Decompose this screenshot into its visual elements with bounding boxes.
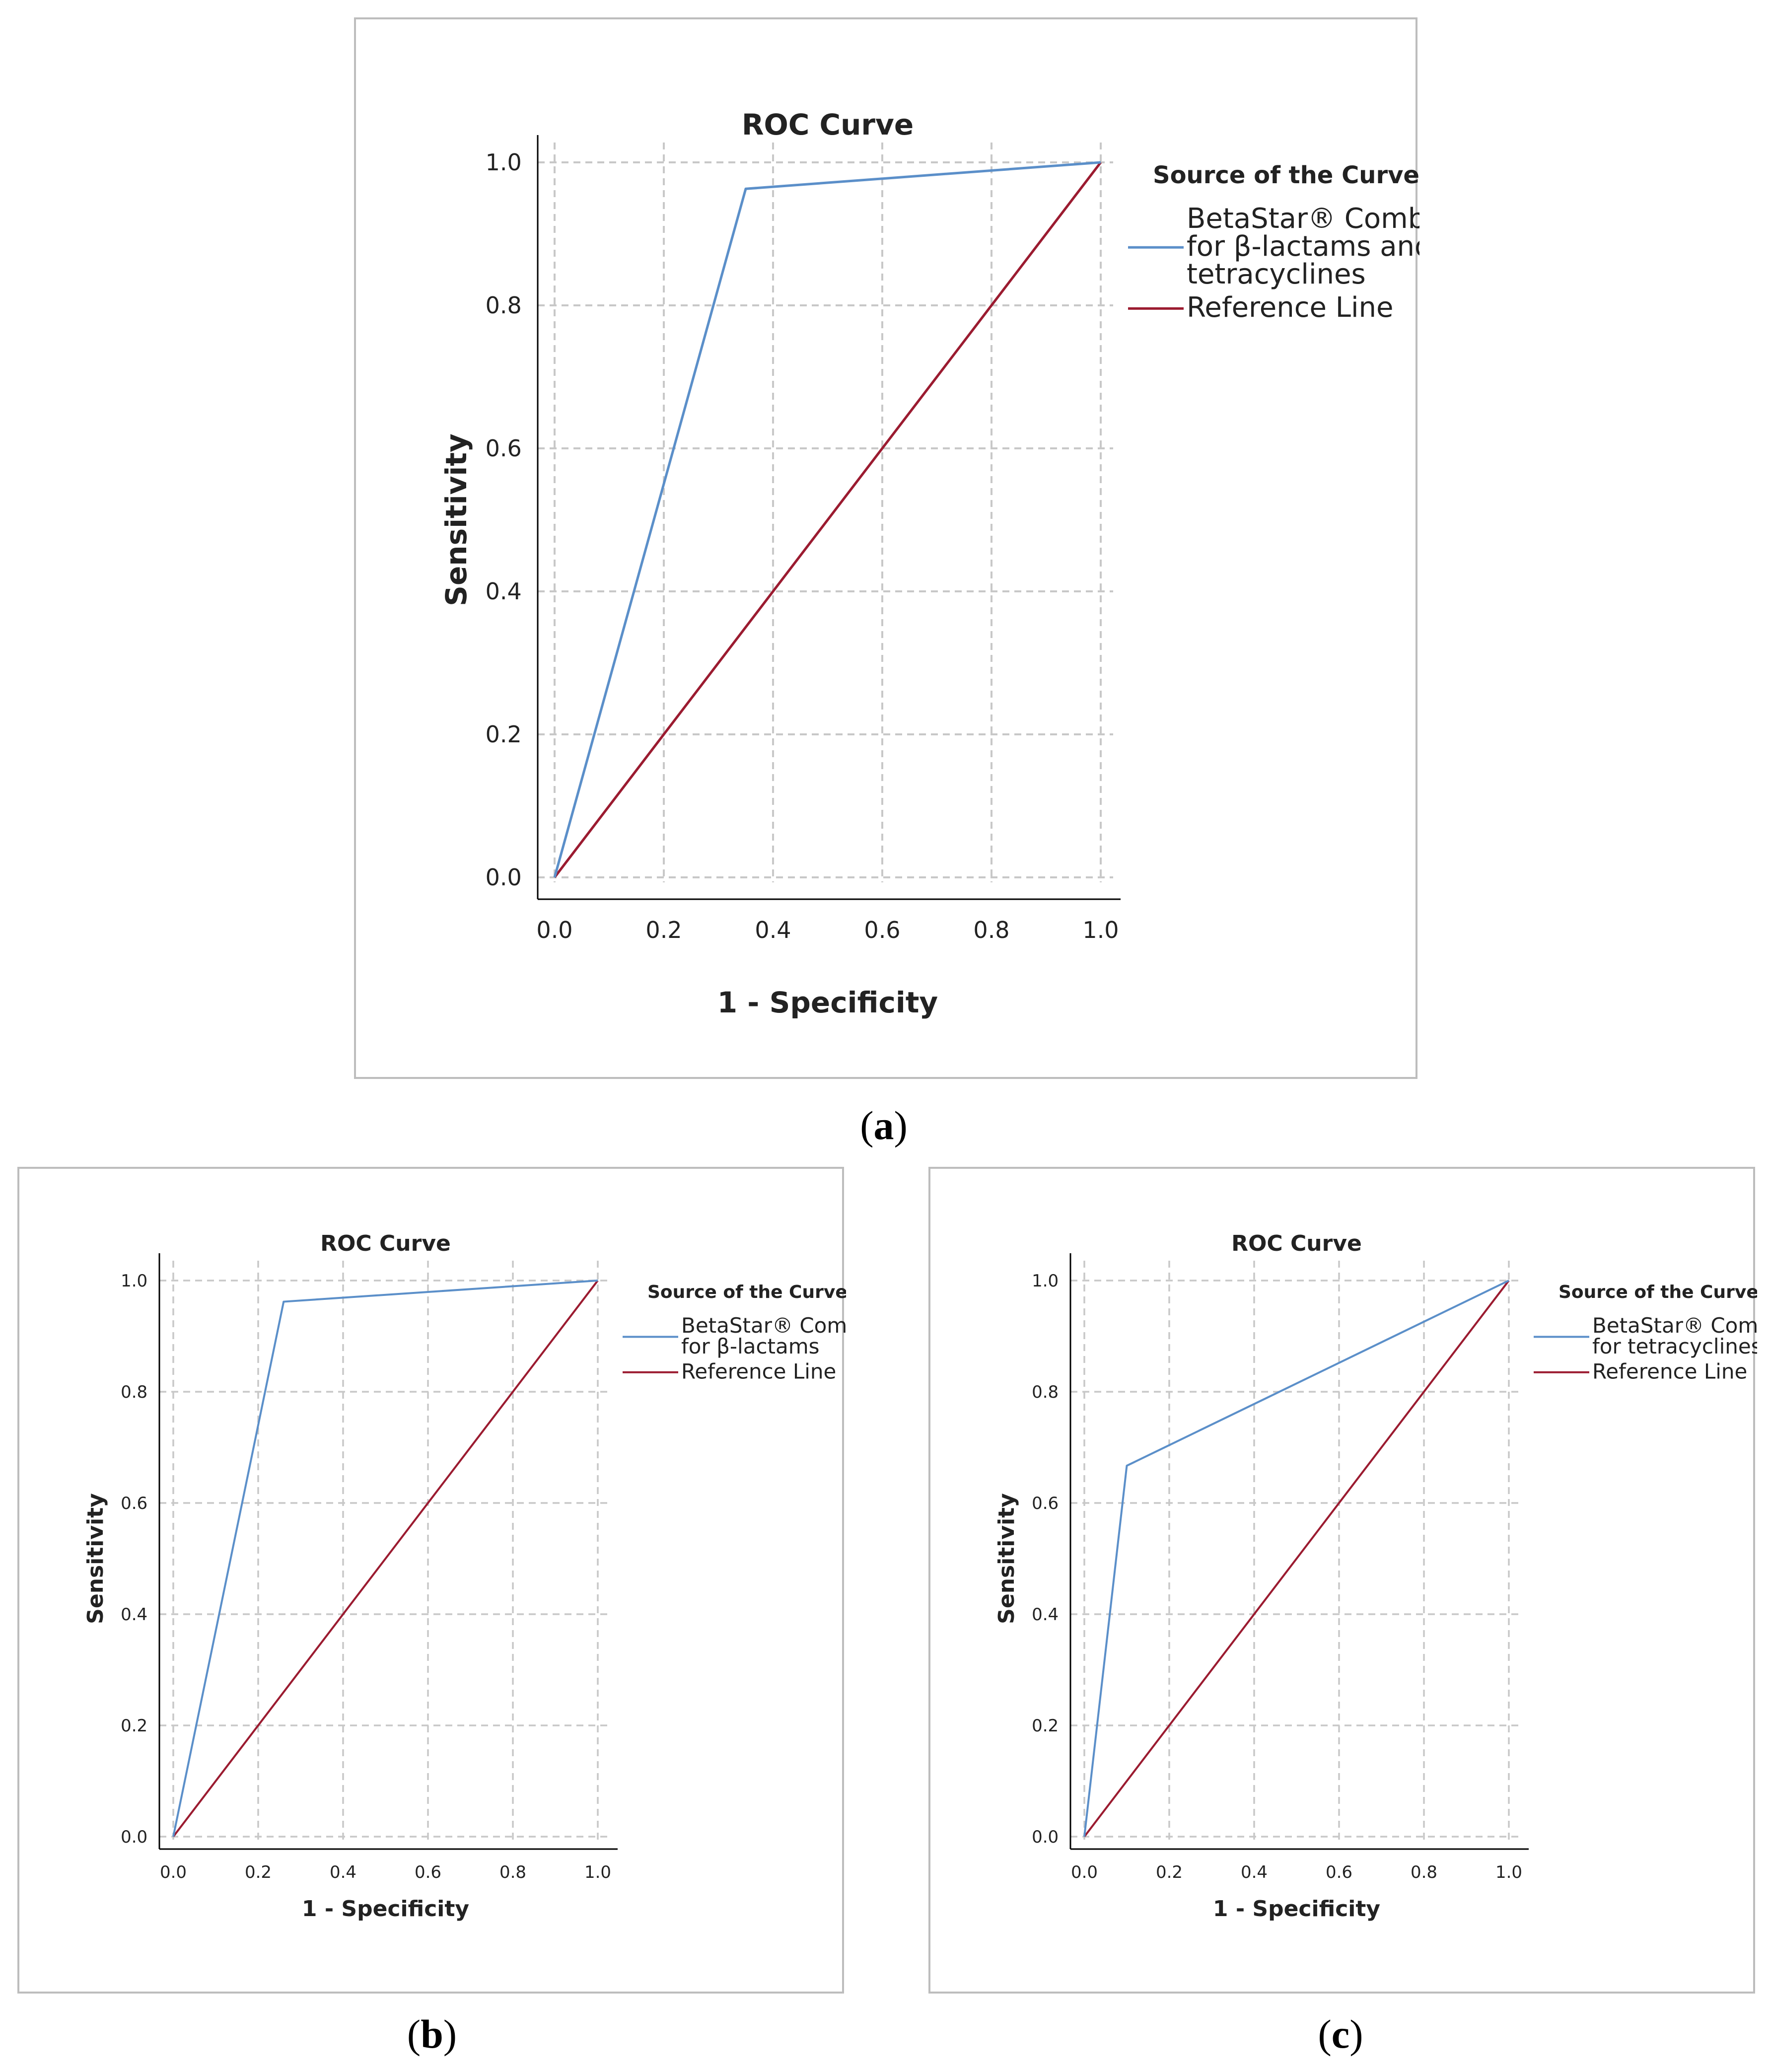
y-tick-label: 0.8 <box>121 1382 147 1402</box>
y-axis-label: Sensitivity <box>83 1493 108 1624</box>
legend-label: for tetracyclines <box>1592 1334 1757 1358</box>
y-tick-label: 0.0 <box>1032 1827 1059 1847</box>
y-tick-label: 0.2 <box>1032 1716 1059 1736</box>
roc-chart-a: 0.0 0.2 0.4 0.6 0.8 1.0 0.0 0.2 0.4 0.6 0.8 1.0 ROC … <box>439 108 1419 1019</box>
y-tick-label: 0.6 <box>121 1494 147 1513</box>
x-tick-label: 0.2 <box>645 917 682 943</box>
legend-title: Source of the Curve <box>1558 1282 1757 1302</box>
legend-title: Source of the Curve <box>1153 161 1419 189</box>
x-tick-label: 0.8 <box>973 917 1009 943</box>
y-tick-label: 0.4 <box>121 1605 147 1625</box>
y-tick-label: 0.6 <box>486 435 522 462</box>
roc-chart-b: 0.0 0.2 0.4 0.6 0.8 1.0 0.0 0.2 0.4 0.6 0.8 1.0 ROC … <box>83 1231 846 1922</box>
reference-line <box>172 1280 599 1838</box>
x-tick-label: 0.2 <box>1156 1862 1183 1882</box>
y-tick-label: 1.0 <box>1032 1271 1059 1291</box>
reference-line <box>1083 1280 1510 1838</box>
x-tick-label: 0.8 <box>499 1862 526 1882</box>
x-tick-label: 1.0 <box>584 1862 611 1882</box>
y-tick-label: 0.0 <box>121 1827 147 1847</box>
x-tick-label: 0.0 <box>1071 1862 1098 1882</box>
x-tick-label: 0.0 <box>160 1862 187 1882</box>
legend-label: Reference Line <box>1187 291 1394 324</box>
y-tick-label: 1.0 <box>121 1271 147 1291</box>
roc-chart-c: 0.0 0.2 0.4 0.6 0.8 1.0 0.0 0.2 0.4 0.6 0.8 1.0 ROC … <box>994 1231 1757 1922</box>
roc-curve-line <box>1083 1280 1509 1837</box>
y-tick-label: 0.8 <box>486 292 522 319</box>
legend-label: BetaStar® Combo <box>1592 1313 1757 1338</box>
chart-panel-c: 0.0 0.2 0.4 0.6 0.8 1.0 0.0 0.2 0.4 0.6 0.8 1.0 ROC … <box>928 1167 1757 1994</box>
y-tick-label: 0.8 <box>1032 1382 1059 1402</box>
y-tick-label: 0.2 <box>486 721 522 748</box>
caption-b: (b) <box>407 2011 457 2057</box>
x-tick-label: 1.0 <box>1082 917 1119 943</box>
legend-label: tetracyclines <box>1187 258 1366 290</box>
y-axis-label: Sensitivity <box>994 1493 1019 1624</box>
roc-curve-line <box>172 1280 598 1837</box>
y-tick-label: 0.4 <box>1032 1605 1059 1625</box>
x-tick-label: 0.6 <box>864 917 900 943</box>
y-axis-label: Sensitivity <box>439 433 473 606</box>
chart-title: ROC Curve <box>742 108 914 142</box>
caption-b-letter: b <box>421 2011 443 2057</box>
y-tick-label: 1.0 <box>486 149 522 176</box>
x-tick-label: 0.6 <box>415 1862 441 1882</box>
caption-c: (c) <box>1318 2011 1363 2057</box>
legend-label: BetaStar® Combo <box>681 1313 846 1338</box>
legend-title: Source of the Curve <box>647 1282 846 1302</box>
reference-line <box>554 161 1102 878</box>
legend-label: Reference Line <box>681 1359 836 1383</box>
x-tick-label: 0.6 <box>1326 1862 1352 1882</box>
caption-a-letter: a <box>873 1103 894 1148</box>
x-tick-label: 0.4 <box>1241 1862 1268 1882</box>
x-tick-label: 0.8 <box>1411 1862 1437 1882</box>
chart-title: ROC Curve <box>320 1231 451 1256</box>
x-tick-label: 0.0 <box>536 917 572 943</box>
x-tick-label: 0.4 <box>330 1862 356 1882</box>
y-tick-label: 0.2 <box>121 1716 147 1736</box>
chart-panel-a: 0.0 0.2 0.4 0.6 0.8 1.0 0.0 0.2 0.4 0.6 0.8 1.0 ROC … <box>354 17 1419 1079</box>
y-tick-label: 0.6 <box>1032 1494 1059 1513</box>
legend-label: for β-lactams and <box>1187 230 1419 263</box>
x-tick-label: 0.2 <box>245 1862 272 1882</box>
x-axis-label: 1 - Specificity <box>717 986 938 1019</box>
x-tick-label: 1.0 <box>1495 1862 1522 1882</box>
chart-panel-b: 0.0 0.2 0.4 0.6 0.8 1.0 0.0 0.2 0.4 0.6 0.8 1.0 ROC … <box>17 1167 846 1994</box>
legend-label: for β-lactams <box>681 1334 820 1358</box>
x-tick-label: 0.4 <box>755 917 791 943</box>
caption-c-letter: c <box>1331 2011 1350 2057</box>
y-tick-label: 0.4 <box>486 578 522 605</box>
y-tick-label: 0.0 <box>486 864 522 891</box>
legend-label: Reference Line <box>1592 1359 1747 1383</box>
legend-label: BetaStar® Combo <box>1187 203 1419 235</box>
roc-curve-line <box>553 161 1101 878</box>
x-axis-label: 1 - Specificity <box>1213 1896 1380 1922</box>
x-axis-label: 1 - Specificity <box>302 1896 469 1922</box>
chart-title: ROC Curve <box>1231 1231 1362 1256</box>
caption-a: (a) <box>860 1103 908 1148</box>
